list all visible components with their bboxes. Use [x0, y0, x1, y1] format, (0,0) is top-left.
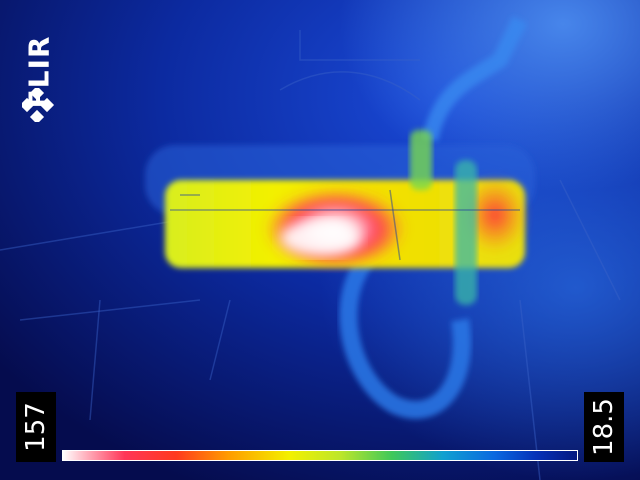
cable-loop	[339, 16, 528, 419]
flir-logo: FLIR	[22, 22, 56, 122]
device-body	[145, 130, 535, 305]
max-temperature-value: 157	[21, 402, 51, 452]
temperature-color-scale	[62, 450, 578, 461]
min-temperature-label: 18.5	[584, 392, 624, 462]
flir-diamond-icon	[22, 88, 55, 122]
flir-wordmark: FLIR	[22, 35, 56, 109]
min-temperature-value: 18.5	[589, 398, 619, 456]
max-temperature-label: 157	[16, 392, 56, 462]
body-edges	[170, 189, 520, 261]
